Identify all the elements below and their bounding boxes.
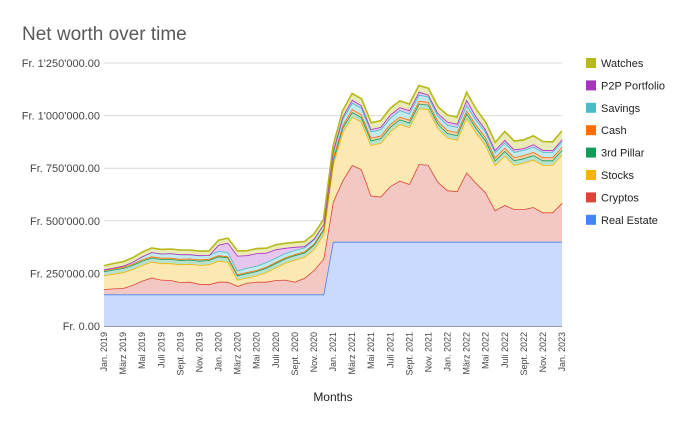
legend: Watches P2P Portfolio Savings Cash 3rd Pilla… — [586, 58, 665, 227]
y-tick-label: Fr. 500'000.00 — [30, 216, 100, 228]
chart-title: Net worth over time — [22, 24, 187, 45]
legend-swatch — [586, 214, 596, 225]
x-tick-label: Juli 2019 — [156, 332, 166, 368]
area-stocks — [104, 108, 562, 290]
x-tick-label: Nov. 2021 — [423, 332, 433, 372]
x-tick-label: Sept. 2021 — [404, 332, 414, 376]
area-savings — [104, 94, 562, 275]
x-tick-label: Nov. 2019 — [194, 332, 204, 372]
area-series — [103, 84, 563, 326]
x-tick-label: Jan. 2020 — [214, 332, 224, 372]
x-tick-label: Juli 2021 — [385, 332, 395, 368]
x-tick-label: Nov. 2022 — [538, 332, 548, 372]
x-tick-label: Nov. 2020 — [309, 332, 319, 372]
x-tick-label: Juli 2020 — [271, 332, 281, 368]
x-tick-label: Sept. 2020 — [290, 332, 300, 376]
line-watches — [103, 84, 563, 267]
area-cryptos — [104, 164, 562, 295]
y-axis: Fr. 0.00 Fr. 250'000.00 Fr. 500'000.00 Fr. … — [22, 58, 100, 333]
x-tick-label: März 2020 — [233, 332, 243, 375]
legend-label: Stocks — [601, 170, 635, 182]
area-3rd-pillar — [104, 103, 562, 280]
x-tick-label: Jan. 2022 — [443, 332, 453, 372]
x-tick-label: Jan. 2019 — [99, 332, 109, 372]
x-tick-label: Mai 2019 — [137, 332, 147, 369]
y-tick-label: Fr. 1'250'000.00 — [22, 58, 100, 70]
y-tick-label: Fr. 750'000.00 — [30, 163, 100, 175]
x-tick-label: Jan. 2021 — [328, 332, 338, 372]
legend-swatch — [586, 102, 596, 113]
y-tick-label: Fr. 0.00 — [63, 321, 100, 333]
x-tick-label: März 2019 — [118, 332, 128, 375]
y-tick-label: Fr. 250'000.00 — [30, 268, 100, 280]
x-tick-label: Sept. 2022 — [519, 332, 529, 376]
x-tick-label: Mai 2022 — [481, 332, 491, 369]
legend-label: 3rd Pillar — [601, 148, 645, 160]
legend-swatch — [586, 147, 596, 158]
legend-swatch — [586, 58, 596, 68]
x-tick-label: Mai 2021 — [366, 332, 376, 369]
x-tick-label: Juli 2022 — [500, 332, 510, 368]
legend-swatch — [586, 80, 596, 91]
legend-label: Cryptos — [601, 192, 639, 204]
legend-label: Real Estate — [601, 215, 658, 227]
x-tick-label: März 2022 — [462, 332, 472, 375]
x-tick-label: Mai 2020 — [252, 332, 262, 369]
legend-label: Watches — [601, 58, 644, 70]
legend-label: P2P Portfolio — [601, 80, 665, 92]
area-real-estate — [104, 241, 562, 326]
area-watches — [104, 85, 562, 270]
x-tick-label: März 2021 — [347, 332, 357, 375]
legend-label: Savings — [601, 103, 641, 115]
legend-swatch — [586, 125, 596, 136]
x-tick-label: Jan. 2023 — [557, 332, 567, 372]
x-tick-label: Sept. 2019 — [175, 332, 185, 376]
x-axis-title: Months — [313, 390, 352, 404]
y-tick-label: Fr. 1'000'000.00 — [22, 111, 100, 123]
legend-label: Cash — [601, 125, 627, 137]
x-axis: Jan. 2019 März 2019 Mai 2019 Juli 2019 Sept.… — [99, 332, 567, 376]
legend-swatch — [586, 192, 596, 203]
legend-swatch — [586, 170, 596, 180]
